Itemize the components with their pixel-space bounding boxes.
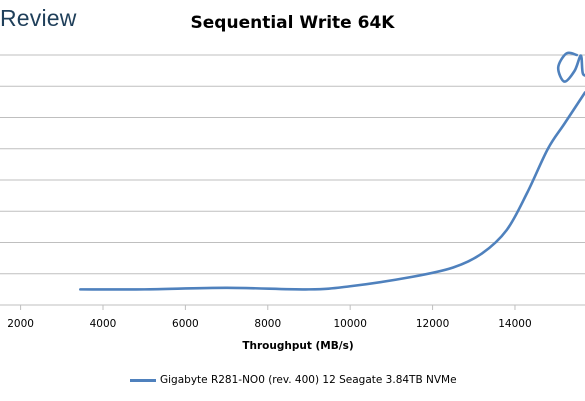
- series-layer: [80, 53, 585, 290]
- x-tick-label: 2000: [7, 318, 34, 330]
- x-tick-label: 10000: [333, 318, 366, 330]
- x-axis-label: Throughput (MB/s): [242, 340, 353, 352]
- grid-lines: [0, 55, 585, 305]
- x-tick-label: 4000: [90, 318, 117, 330]
- x-tick-label: 14000: [498, 318, 531, 330]
- legend-label: Gigabyte R281-NO0 (rev. 400) 12 Seagate …: [160, 374, 457, 386]
- x-tick-label: 8000: [254, 318, 281, 330]
- series-loop-annotation: [558, 53, 585, 82]
- legend: Gigabyte R281-NO0 (rev. 400) 12 Seagate …: [130, 374, 457, 386]
- series-line: [80, 93, 585, 290]
- x-tick-label: 12000: [416, 318, 449, 330]
- legend-swatch: [130, 379, 156, 382]
- x-axis: 2000 4000 6000 8000 10000 12000 14000: [7, 305, 531, 330]
- x-tick-label: 6000: [172, 318, 199, 330]
